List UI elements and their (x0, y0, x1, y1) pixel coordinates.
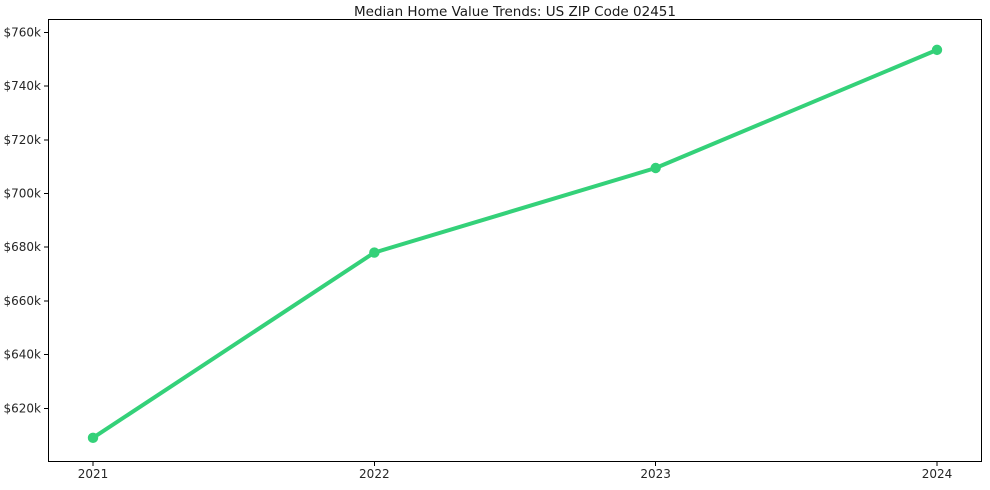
x-tick-label: 2024 (922, 467, 953, 481)
data-point-marker (931, 44, 943, 56)
plot-spines (48, 19, 982, 462)
y-tick-label: $720k (4, 133, 42, 147)
y-tick-label: $620k (4, 401, 42, 415)
y-tick-label: $760k (4, 25, 42, 39)
x-tick-label: 2022 (359, 467, 390, 481)
y-tick-label: $740k (4, 79, 42, 93)
data-line (91, 47, 939, 440)
y-tick-label: $640k (4, 348, 42, 362)
data-point-marker (87, 432, 99, 444)
y-tick-label: $660k (4, 294, 42, 308)
x-tick-label: 2021 (78, 467, 109, 481)
data-point-marker (369, 247, 380, 258)
y-tick-label: $680k (4, 240, 42, 254)
y-tick-label: $700k (4, 187, 42, 201)
plot-area: $620k $640k $660k $680k $700k $720k $740k $760k… (4, 19, 982, 481)
x-tick-label: 2023 (640, 467, 671, 481)
data-point-marker (650, 162, 661, 174)
chart-title: Median Home Value Trends: US ZIP Code 02… (354, 4, 676, 20)
